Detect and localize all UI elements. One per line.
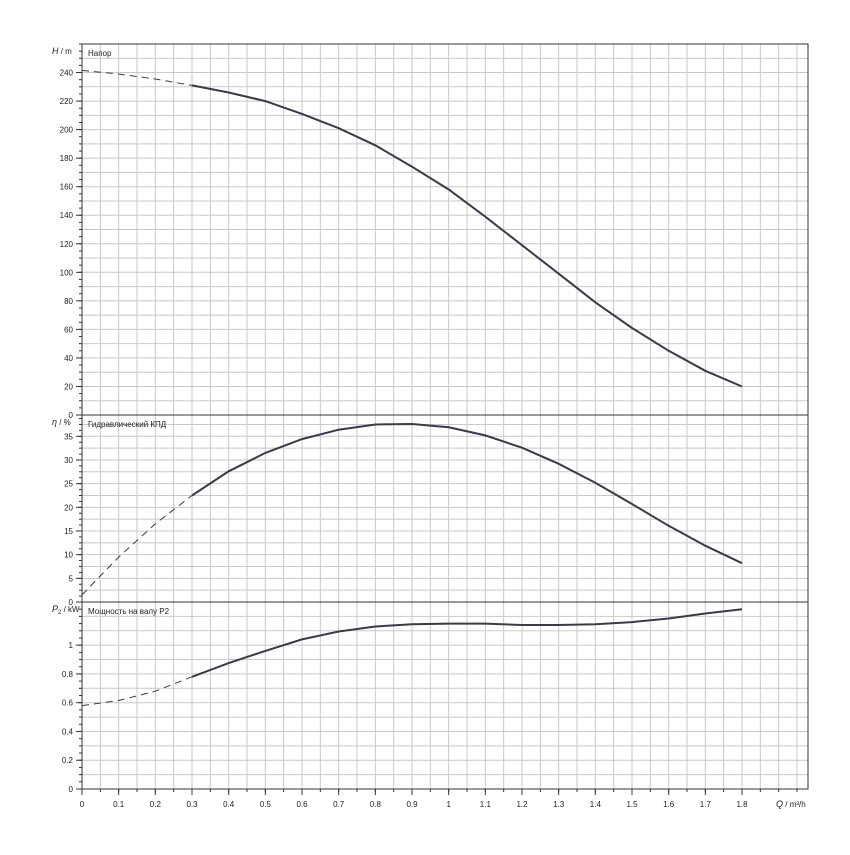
- curve-dashed-segment: [81, 495, 193, 596]
- y-axis-label: P2 / kW: [52, 604, 80, 616]
- x-tick-label: 1.7: [700, 800, 712, 809]
- x-tick-label: 1.2: [516, 800, 528, 809]
- y-tick-label: 40: [64, 354, 73, 363]
- x-tick-label: 0.5: [260, 800, 272, 809]
- y-tick-label: 5: [69, 574, 74, 583]
- y-tick-label: 1: [69, 641, 74, 650]
- y-axis-label: η / %: [52, 417, 71, 427]
- y-tick-label: 25: [64, 480, 73, 489]
- x-tick-label: 1: [446, 800, 451, 809]
- panel-title: Напор: [88, 49, 112, 58]
- x-tick-label: 1.6: [663, 800, 675, 809]
- x-tick-label: 1.8: [736, 800, 748, 809]
- y-tick-label: 0.4: [62, 727, 74, 736]
- x-tick-label: 0.6: [296, 800, 308, 809]
- panel-frame: [81, 414, 809, 603]
- y-tick-label: 35: [64, 432, 73, 441]
- y-tick-label: 80: [64, 297, 73, 306]
- y-tick-label: 0.2: [62, 756, 74, 765]
- y-tick-label: 220: [60, 97, 74, 106]
- panel-title: Мощность на валу P2: [88, 607, 170, 616]
- x-tick-label: 0: [80, 800, 85, 809]
- y-tick-label: 30: [64, 456, 73, 465]
- curve-solid-segment: [191, 608, 743, 678]
- y-axis-label: H / m: [52, 46, 72, 56]
- y-tick-label: 120: [60, 240, 74, 249]
- curve-dashed-segment: [81, 676, 193, 707]
- y-tick-label: 160: [60, 183, 74, 192]
- x-tick-label: 0.3: [186, 800, 198, 809]
- y-tick-label: 20: [64, 382, 73, 391]
- curve-dashed-segment: [81, 69, 193, 86]
- curve-solid-segment: [191, 422, 743, 565]
- y-tick-label: 20: [64, 503, 73, 512]
- x-tick-label: 1.5: [626, 800, 638, 809]
- y-tick-label: 15: [64, 527, 73, 536]
- y-tick-label: 180: [60, 154, 74, 163]
- x-tick-label: 1.3: [553, 800, 565, 809]
- y-tick-label: 140: [60, 211, 74, 220]
- y-tick-label: 200: [60, 126, 74, 135]
- y-tick-label: 0: [69, 785, 74, 794]
- x-axis-label: Q / m³/h: [776, 799, 806, 809]
- x-tick-label: 0.4: [223, 800, 235, 809]
- y-tick-label: 0: [69, 411, 74, 420]
- x-tick-label: 0.7: [333, 800, 345, 809]
- y-tick-label: 100: [60, 268, 74, 277]
- x-tick-label: 0.8: [370, 800, 382, 809]
- x-tick-label: 1.1: [480, 800, 492, 809]
- y-tick-label: 10: [64, 551, 73, 560]
- x-tick-label: 1.4: [590, 800, 602, 809]
- y-tick-label: 0.8: [62, 670, 74, 679]
- curve-solid-segment: [191, 84, 743, 388]
- y-tick-label: 0: [69, 598, 74, 607]
- panel-title: Гидравлический КПД: [88, 420, 167, 429]
- x-tick-label: 0.1: [113, 800, 125, 809]
- y-tick-label: 0.6: [62, 699, 74, 708]
- y-tick-label: 60: [64, 325, 73, 334]
- panel-frame: [81, 601, 809, 790]
- x-tick-label: 0.9: [406, 800, 418, 809]
- y-tick-label: 240: [60, 69, 74, 78]
- x-tick-label: 0.2: [150, 800, 162, 809]
